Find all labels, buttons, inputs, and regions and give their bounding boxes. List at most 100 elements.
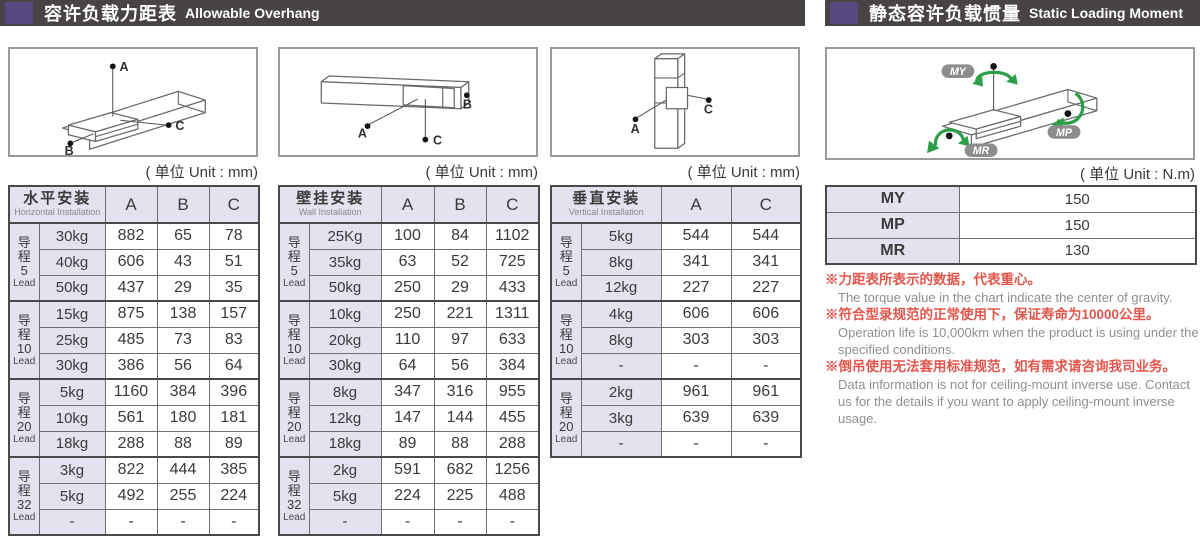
- value-cell: 544: [660, 222, 732, 250]
- wall-installation-diagram: A C B: [278, 47, 538, 157]
- table-title-zh: 垂直安装: [572, 190, 641, 207]
- moment-table: MY 150 MP 150 MR 130: [825, 185, 1197, 265]
- load-cell: 2kg: [580, 378, 662, 406]
- value-cell: 29: [433, 274, 487, 302]
- value-cell: 89: [208, 430, 260, 458]
- load-cell: 15kg: [38, 300, 106, 328]
- wall-installation-table: 壁挂安装 Wall Installation A B C 导程 5 Lead 25Kg 100 84…: [278, 185, 540, 536]
- point-label-c: C: [704, 103, 713, 117]
- table-row: 导程 20 Lead 8kg 347 316 955: [278, 378, 540, 458]
- lead-zh-char: 导: [17, 234, 31, 250]
- value-cell: 180: [156, 404, 210, 432]
- lead-en: Lead: [555, 433, 578, 445]
- lead-en: Lead: [283, 433, 306, 445]
- value-cell: 341: [660, 248, 732, 276]
- point-label-c: C: [433, 133, 442, 147]
- table-row: 导程 10 Lead 4kg 606 606: [550, 300, 802, 380]
- point-label-b: B: [463, 98, 472, 112]
- static-loading-moment-table: MY 150 MP 150 MR 130: [825, 185, 1197, 265]
- lead-en: Lead: [13, 355, 36, 367]
- load-cell: 8kg: [580, 248, 662, 276]
- value-cell: 78: [208, 222, 260, 250]
- load-cell: 30kg: [38, 352, 106, 380]
- value-cell: 384: [156, 378, 210, 406]
- moment-value-cell: 130: [958, 237, 1197, 265]
- value-cell: 384: [485, 352, 540, 380]
- load-cell: 10kg: [38, 404, 106, 432]
- unit-label-mm: ( 单位 Unit : mm): [687, 164, 801, 181]
- load-cell: 35kg: [308, 248, 382, 276]
- table-title-en: Horizontal Installation: [14, 207, 101, 217]
- value-cell: -: [730, 430, 802, 458]
- header-row: 垂直安装 Vertical Installation A C: [550, 185, 802, 224]
- lead-number: 10: [287, 340, 302, 356]
- lead-cell: 导程 32 Lead: [278, 456, 310, 536]
- value-cell: 35: [208, 274, 260, 302]
- unit-label-mm: ( 单位 Unit : mm): [425, 164, 539, 181]
- value-cell: 725: [485, 248, 540, 276]
- lead-number: 5: [562, 262, 570, 278]
- point-label-c: C: [175, 119, 184, 133]
- load-cell: 8kg: [580, 326, 662, 354]
- value-cell: 561: [104, 404, 158, 432]
- lead-zh-char: 导: [17, 390, 31, 406]
- value-cell: 250: [380, 300, 435, 328]
- table-row: 3kg 639 639: [551, 404, 802, 432]
- value-cell: 385: [208, 456, 260, 484]
- lead-zh-char: 导: [287, 312, 301, 328]
- value-cell: 64: [208, 352, 260, 380]
- lead-en: Lead: [13, 511, 36, 523]
- vertical-installation-table: 垂直安装 Vertical Installation A C 导程 5 Lead 5kg 544…: [550, 185, 802, 458]
- value-cell: 227: [660, 274, 732, 302]
- actuator-moment-icon: MY MP MR: [927, 62, 1098, 157]
- lead-en: Lead: [283, 511, 306, 523]
- value-cell: 88: [433, 430, 487, 458]
- value-cell: 606: [660, 300, 732, 328]
- value-cell: 84: [433, 222, 487, 250]
- load-cell: 3kg: [580, 404, 662, 432]
- table-row: MR 130: [825, 237, 1197, 265]
- table-row: ---: [551, 352, 802, 380]
- load-cell: 3kg: [38, 456, 106, 484]
- value-cell: 65: [156, 222, 210, 250]
- lead-zh-char: 导: [17, 312, 31, 328]
- value-cell: 100: [380, 222, 435, 250]
- table-title-cell: 水平安装 Horizontal Installation: [8, 185, 106, 224]
- moment-value-cell: 150: [958, 211, 1197, 239]
- lead-number: 10: [17, 340, 32, 356]
- section-title-en: Allowable Overhang: [185, 5, 320, 21]
- table-row: 12kg 147 144 455: [279, 404, 540, 432]
- table-row: 18kg 288 88 89: [9, 430, 260, 458]
- lead-en: Lead: [283, 355, 306, 367]
- lead-en: Lead: [13, 433, 36, 445]
- table-row: 40kg 606 43 51: [9, 248, 260, 276]
- point-label-a: A: [120, 60, 129, 74]
- lead-cell: 导程 10 Lead: [278, 300, 310, 380]
- load-cell: 12kg: [580, 274, 662, 302]
- value-cell: 682: [433, 456, 487, 484]
- value-cell: 97: [433, 326, 487, 354]
- value-cell: 73: [156, 326, 210, 354]
- value-cell: 1311: [485, 300, 540, 328]
- load-cell: 18kg: [38, 430, 106, 458]
- unit-label-mm: ( 单位 Unit : mm): [145, 164, 259, 181]
- load-cell: 40kg: [38, 248, 106, 276]
- lead-cell: 导程 5 Lead: [8, 222, 40, 302]
- table-row: 8kg 303 303: [551, 326, 802, 354]
- table-title-en: Wall Installation: [298, 207, 362, 217]
- moment-label-cell: MR: [825, 237, 960, 265]
- value-cell: 606: [104, 248, 158, 276]
- lead-cell: 导程 10 Lead: [550, 300, 582, 380]
- moment-badge-mr-label: MR: [973, 145, 990, 157]
- value-cell: 157: [208, 300, 260, 328]
- value-cell: 225: [433, 482, 487, 510]
- lead-cell: 导程 20 Lead: [550, 378, 582, 458]
- value-cell: 488: [485, 482, 540, 510]
- value-cell: 138: [156, 300, 210, 328]
- vertical-installation-diagram: A C: [550, 47, 800, 157]
- footnotes: ※力距表所表示的数据，代表重心。 The torque value in the …: [825, 271, 1200, 427]
- header-row: 水平安装 Horizontal Installation A B C: [8, 185, 260, 224]
- value-cell: 144: [433, 404, 487, 432]
- value-cell: 347: [380, 378, 435, 406]
- section-title-zh: 容许负载力距表: [44, 4, 177, 24]
